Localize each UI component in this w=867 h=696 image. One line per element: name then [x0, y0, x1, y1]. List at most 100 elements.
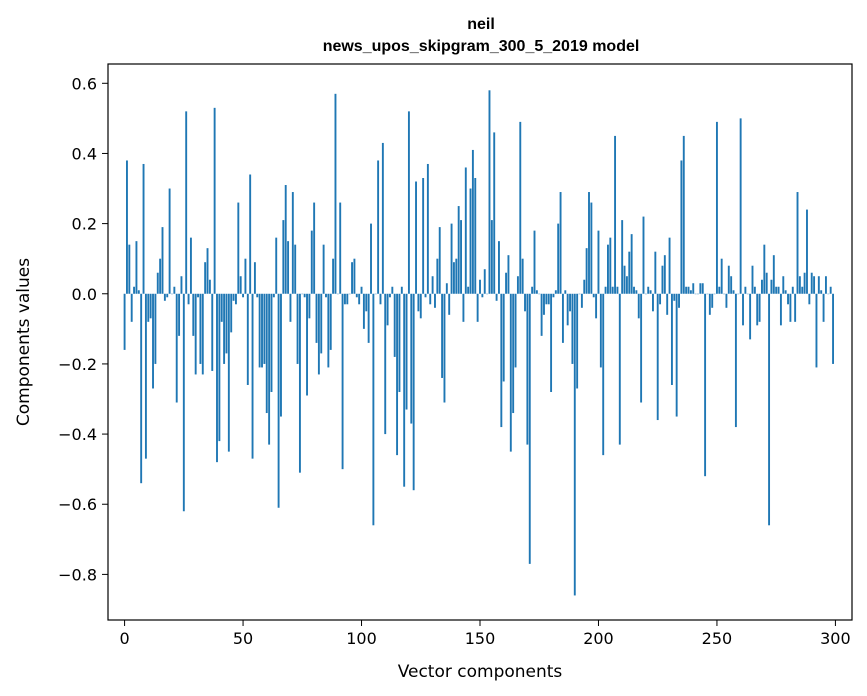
bar-200 — [597, 230, 600, 294]
bar-10 — [147, 293, 150, 322]
bar-167 — [519, 121, 522, 294]
bar-293 — [817, 276, 820, 294]
bar-212 — [625, 276, 628, 294]
x-axis-label: Vector components — [398, 662, 563, 682]
bar-223 — [652, 293, 654, 312]
bar-0 — [123, 293, 126, 350]
bar-59 — [263, 293, 266, 364]
bar-279 — [784, 290, 787, 294]
bar-280 — [787, 293, 789, 305]
bar-70 — [289, 293, 292, 322]
y-tick-label: −0.4 — [58, 425, 97, 444]
bar-151 — [481, 293, 484, 298]
bar-284 — [796, 192, 799, 294]
bar-226 — [659, 293, 662, 305]
bar-83 — [320, 293, 323, 354]
bar-208 — [616, 286, 619, 294]
bar-121 — [410, 293, 413, 424]
bar-110 — [384, 293, 387, 435]
bar-265 — [751, 265, 754, 294]
bar-48 — [237, 202, 240, 294]
bar-266 — [753, 286, 756, 294]
bar-282 — [791, 286, 794, 294]
bar-198 — [592, 293, 595, 298]
bar-210 — [621, 220, 624, 294]
bar-38 — [213, 107, 216, 294]
bar-68 — [284, 185, 287, 294]
bar-123 — [415, 181, 417, 294]
bar-61 — [268, 293, 271, 445]
bar-202 — [602, 293, 605, 456]
bar-145 — [467, 286, 470, 294]
bar-99 — [358, 293, 361, 305]
bar-256 — [730, 276, 733, 294]
bar-87 — [329, 293, 332, 350]
bar-201 — [599, 293, 602, 368]
bar-44 — [227, 293, 230, 452]
x-tick-label: 300 — [820, 629, 851, 648]
bar-105 — [372, 293, 375, 526]
bar-11 — [149, 293, 152, 319]
bar-6 — [137, 290, 140, 294]
bar-163 — [509, 293, 512, 452]
bar-40 — [218, 293, 221, 442]
bar-294 — [820, 290, 823, 294]
bar-125 — [419, 293, 422, 319]
bar-187 — [566, 293, 569, 326]
bar-195 — [585, 248, 588, 294]
bar-74 — [298, 293, 301, 473]
bar-98 — [355, 293, 358, 298]
bar-229 — [666, 293, 669, 315]
y-tick-label: 0.4 — [72, 144, 97, 163]
bar-66 — [280, 293, 282, 417]
y-axis-ticks: −0.8 −0.6 −0.4 −0.2 0.0 0.2 0.4 0.6 — [58, 74, 108, 584]
y-tick-label: 0.6 — [72, 74, 97, 93]
bar-136 — [445, 283, 448, 294]
bar-55 — [253, 262, 256, 294]
bar-128 — [426, 163, 429, 294]
bar-2 — [128, 244, 131, 294]
bar-149 — [476, 293, 479, 322]
bar-207 — [614, 135, 617, 294]
bar-268 — [758, 293, 761, 322]
bar-180 — [550, 293, 553, 392]
bar-119 — [405, 293, 408, 410]
bar-79 — [310, 230, 313, 294]
bar-36 — [208, 279, 211, 294]
bar-19 — [168, 188, 171, 294]
bar-273 — [770, 279, 773, 294]
bar-178 — [545, 293, 548, 305]
bar-146 — [469, 188, 472, 294]
bar-97 — [353, 258, 356, 294]
bar-26 — [185, 111, 188, 294]
bar-28 — [189, 237, 192, 294]
bar-240 — [692, 283, 695, 294]
bar-203 — [604, 286, 607, 294]
bar-262 — [744, 286, 747, 294]
bar-series — [123, 90, 834, 596]
bar-155 — [490, 220, 493, 294]
bar-166 — [516, 276, 519, 294]
bar-150 — [479, 279, 481, 294]
bar-204 — [607, 244, 609, 294]
bar-111 — [386, 293, 389, 326]
bar-17 — [163, 293, 166, 301]
bar-9 — [144, 293, 147, 459]
bar-283 — [794, 293, 797, 322]
bar-21 — [173, 286, 176, 294]
bar-185 — [561, 293, 564, 343]
bar-189 — [571, 293, 574, 364]
y-tick-label: 0.2 — [72, 215, 97, 234]
bar-290 — [810, 272, 813, 294]
bar-100 — [360, 286, 363, 294]
bar-224 — [654, 251, 657, 294]
bar-292 — [815, 293, 818, 368]
bar-104 — [370, 223, 372, 294]
bar-53 — [249, 174, 252, 294]
bar-152 — [483, 269, 486, 294]
bar-232 — [673, 293, 676, 301]
bar-140 — [455, 258, 458, 294]
bar-77 — [306, 293, 308, 396]
bar-1 — [126, 160, 128, 294]
x-axis-ticks: 0 50 100 150 200 250 300 — [119, 620, 851, 648]
